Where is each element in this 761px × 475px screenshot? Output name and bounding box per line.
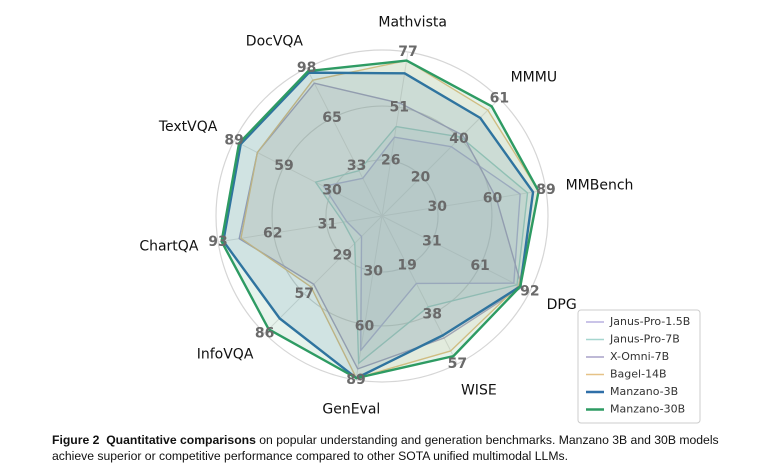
tick-label: 19: [397, 257, 416, 273]
tick-label: 20: [411, 170, 431, 186]
tick-label: 30: [428, 199, 448, 215]
spoke: [233, 140, 383, 217]
spoke: [306, 67, 383, 217]
axis-name: MMBench: [566, 177, 634, 193]
tick-label: 62: [263, 225, 282, 241]
tick-label: 61: [490, 91, 509, 107]
tick-label: 57: [448, 356, 467, 372]
spoke: [381, 51, 409, 217]
tick-label: 30: [322, 183, 342, 199]
tick-label: 40: [449, 131, 469, 147]
spoke: [355, 215, 383, 381]
spoke: [381, 189, 547, 217]
tick-label: 31: [318, 217, 337, 233]
tick-label: 33: [347, 158, 366, 174]
axis-name: Mathvista: [378, 14, 447, 30]
tick-label: 89: [224, 133, 243, 149]
legend-box: [577, 309, 701, 424]
legend-label: Manzano-30B: [610, 403, 685, 416]
series-area: [314, 125, 529, 365]
tick-label: 92: [520, 283, 539, 299]
series-area: [220, 59, 540, 380]
tick-label: 57: [294, 286, 313, 302]
grid-ring: [325, 159, 439, 273]
tick-label: 30: [364, 263, 384, 279]
tick-label: 86: [255, 325, 274, 341]
axis-name: ChartQA: [139, 239, 198, 255]
tick-label: 26: [381, 153, 400, 169]
spoke: [381, 215, 531, 292]
tick-label: 60: [355, 319, 375, 335]
axis-name: GenEval: [322, 402, 380, 418]
legend-label: Manzano-3B: [610, 385, 678, 398]
legend-label: Janus-Pro-1.5B: [609, 315, 690, 328]
series-area: [238, 82, 523, 370]
spoke: [381, 215, 458, 365]
tick-label: 59: [274, 158, 293, 174]
axis-name: DPG: [547, 297, 577, 313]
tick-label: 31: [422, 233, 441, 249]
legend-label: Janus-Pro-7B: [609, 333, 680, 346]
caption-text: on popular understanding and generation …: [52, 433, 719, 463]
legend-label: X-Omni-7B: [610, 350, 669, 363]
axis-name: DocVQA: [246, 33, 304, 49]
caption-title: Quantitative comparisons: [106, 433, 256, 447]
axis-name: TextVQA: [158, 119, 218, 135]
tick-label: 65: [322, 110, 341, 126]
tick-label: 77: [398, 44, 417, 60]
spoke: [217, 215, 383, 243]
tick-label: 89: [536, 182, 555, 198]
tick-label: 29: [333, 248, 352, 264]
caption-label: Figure 2: [52, 433, 100, 447]
axis-name: MMMU: [511, 69, 557, 85]
grid-ring: [271, 105, 493, 327]
tick-label: 51: [389, 99, 408, 115]
legend-label: Bagel-14B: [610, 368, 667, 381]
tick-label: 93: [208, 234, 227, 250]
series-area: [323, 136, 521, 352]
tick-label: 38: [422, 307, 441, 323]
tick-label: 61: [470, 258, 489, 274]
tick-label: 89: [346, 372, 365, 388]
axis-name: InfoVQA: [197, 347, 254, 363]
axis-name: WISE: [461, 383, 497, 399]
tick-label: 60: [483, 190, 503, 206]
tick-label: 98: [297, 60, 316, 76]
spoke: [264, 215, 383, 334]
grid-ring: [215, 49, 549, 383]
caption: Figure 2 Quantitative comparisons on pop…: [52, 432, 752, 464]
